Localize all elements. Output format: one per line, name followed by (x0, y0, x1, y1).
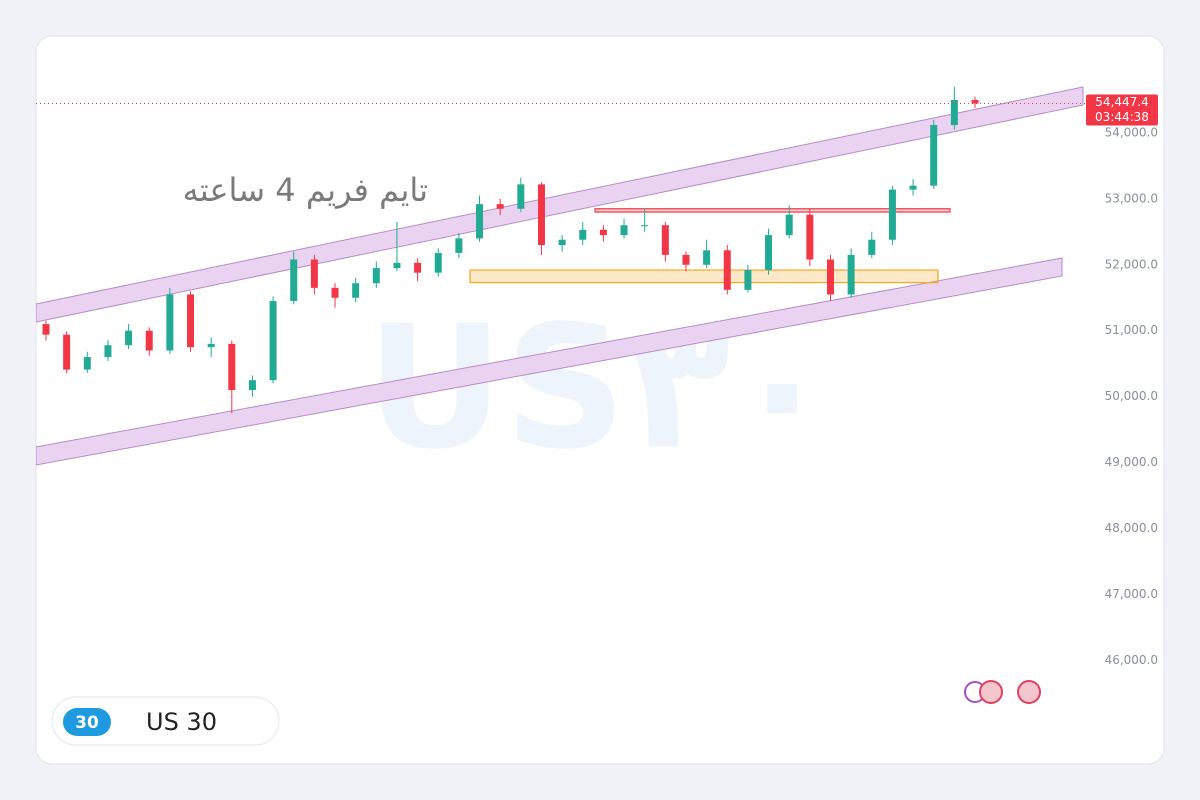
candle-body (909, 185, 917, 190)
candle-body (888, 189, 896, 240)
candle-body (434, 252, 442, 273)
candle-body (641, 225, 649, 227)
candle-body (620, 225, 628, 236)
candle-body (868, 239, 876, 255)
candle-body (187, 294, 195, 348)
candle-body (537, 184, 545, 246)
card (35, 35, 1165, 765)
candle-body (228, 343, 236, 391)
candle-body (331, 287, 339, 298)
flag-icon (1017, 680, 1041, 704)
candle-body (166, 294, 174, 351)
candle-body (63, 334, 71, 370)
y-tick-label: 50,000.0 (1105, 389, 1158, 403)
y-tick-label: 51,000.0 (1105, 323, 1158, 337)
candle-body (145, 330, 153, 351)
last-price-box (1086, 94, 1158, 126)
last-price-label: 54,447.4 (1095, 95, 1148, 109)
zone (594, 208, 951, 213)
y-tick-label: 54,000.0 (1105, 125, 1158, 139)
symbol-badge: 30 (75, 713, 99, 733)
candle-body (207, 343, 215, 348)
candle-body (971, 99, 979, 104)
candle-body (682, 254, 690, 265)
candle-body (248, 380, 256, 391)
symbol-badge-bg (63, 708, 111, 736)
channels (36, 86, 1084, 466)
y-tick-label: 49,000.0 (1105, 455, 1158, 469)
candle-body (414, 262, 422, 273)
symbol-chip[interactable] (51, 696, 280, 746)
lower-channel (36, 257, 1063, 466)
marks: 46,000.0 47,000.0 48,000.0 49,000.0 50,000.0… (36, 86, 1158, 667)
candle-body (352, 283, 360, 298)
candle-body (826, 259, 834, 295)
candle-body (579, 229, 587, 240)
candle-body (393, 262, 401, 269)
candle-body (290, 259, 298, 302)
upper-channel (36, 86, 1084, 323)
candle-body (703, 250, 711, 265)
candle-body (558, 239, 566, 246)
candle-body (125, 330, 133, 346)
zone (469, 269, 939, 284)
y-tick-label: 48,000.0 (1105, 521, 1158, 535)
candle-body (806, 214, 814, 260)
y-tick-label: 46,000.0 (1105, 653, 1158, 667)
candle-body (744, 270, 752, 290)
candle-body (83, 357, 91, 370)
candle-body (517, 184, 525, 209)
y-tick-label: 47,000.0 (1105, 587, 1158, 601)
candle-body (599, 229, 607, 236)
candle-body (310, 259, 318, 288)
candle-body (950, 99, 958, 126)
candle-body (661, 225, 669, 255)
candle-body (785, 214, 793, 236)
candle-body (42, 324, 50, 335)
candle-body (104, 345, 112, 358)
symbol: US 30 (146, 708, 217, 736)
candle-body (847, 254, 855, 295)
candle-body (765, 235, 773, 271)
countdown: 03:44:38 (1095, 110, 1149, 124)
annotation: تایم فریم 4 ساعته (183, 171, 428, 209)
y-tick-label: 53,000.0 (1105, 191, 1158, 205)
flag-icon (979, 680, 1003, 704)
candle-body (372, 268, 380, 284)
y-tick-label: 52,000.0 (1105, 257, 1158, 271)
candle-body (455, 238, 463, 253)
candle-body (476, 204, 484, 239)
candle-body (269, 301, 277, 381)
candle-body (723, 250, 731, 290)
candle-body (496, 204, 504, 209)
candle-body (930, 125, 938, 186)
